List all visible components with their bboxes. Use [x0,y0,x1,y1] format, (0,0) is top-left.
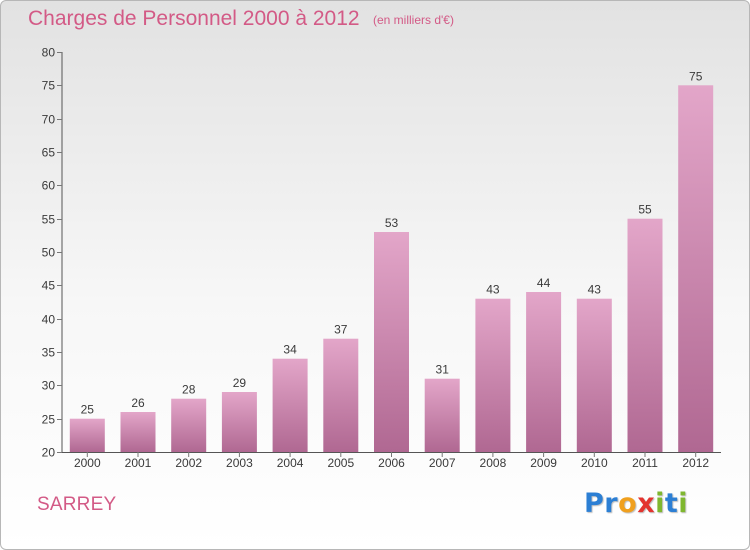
x-tick-label: 2003 [226,456,253,470]
chart-title: Charges de Personnel 2000 à 2012 [28,7,360,30]
x-tick-label: 2006 [378,456,405,470]
data-label: 75 [689,69,703,83]
y-tick-label: 50 [42,246,56,260]
y-tick-label: 40 [42,313,56,327]
bar [424,378,460,452]
proxiti-logo[interactable]: Proxiti [584,488,688,519]
bar [221,392,257,452]
y-tick-label: 35 [42,346,56,360]
x-tick-label: 2011 [632,456,658,470]
bar [526,292,562,452]
bar [576,298,612,452]
x-tick-label: 2010 [581,456,608,470]
data-label: 37 [334,323,348,337]
data-label: 34 [283,343,297,357]
bar [678,85,714,453]
y-tick-label: 70 [42,113,56,127]
y-tick-label: 75 [42,79,56,93]
bar [627,218,663,452]
data-label: 53 [385,216,399,230]
y-tick-label: 25 [42,413,56,427]
chart-subtitle: (en milliers d'€) [373,13,454,27]
logo-letter: o [618,488,638,519]
data-label: 26 [131,396,145,410]
x-tick-label: 2012 [682,456,709,470]
data-label: 55 [638,203,652,217]
place-name: SARREY [37,494,117,515]
y-tick-label: 80 [42,46,56,60]
y-tick-label: 65 [42,146,56,160]
data-label: 31 [436,363,450,377]
x-tick-label: 2007 [429,456,456,470]
x-tick-label: 2001 [125,456,152,470]
data-label: 29 [233,376,247,390]
logo-letter: i [678,488,689,519]
logo-letter: P [584,488,605,519]
logo-letter: r [604,488,619,519]
bar [374,232,409,452]
x-tick-label: 2002 [175,456,202,470]
data-label: 43 [588,283,602,297]
y-tick-label: 30 [42,379,56,393]
logo-letter: i [655,488,665,519]
logo-letter: t [664,488,679,519]
x-tick-label: 2005 [327,456,354,470]
y-tick-label: 20 [42,446,56,460]
data-label: 43 [486,283,500,297]
bar [120,412,156,452]
logo-letter: x [637,488,656,519]
bars: 25 26 28 29 34 37 53 31 43 44 43 55 75 [69,69,714,453]
y-tick-label: 45 [42,279,56,293]
bar [475,298,511,452]
x-axis: 2000 2001 2002 2003 2004 2005 2006 2007 2008 2009… [62,452,721,470]
x-tick-label: 2004 [277,456,304,470]
bar [323,338,359,452]
y-tick-label: 60 [42,179,56,193]
data-label: 44 [537,276,551,290]
data-label: 28 [182,383,196,397]
bar [272,358,308,452]
y-tick-label: 55 [42,213,56,227]
y-axis: 20 25 30 35 40 45 50 55 60 65 70 75 80 [42,46,63,460]
x-tick-label: 2009 [530,456,557,470]
bar [69,418,105,452]
bar [171,398,207,452]
x-tick-label: 2000 [74,456,101,470]
x-tick-label: 2008 [480,456,507,470]
data-label: 25 [81,403,95,417]
